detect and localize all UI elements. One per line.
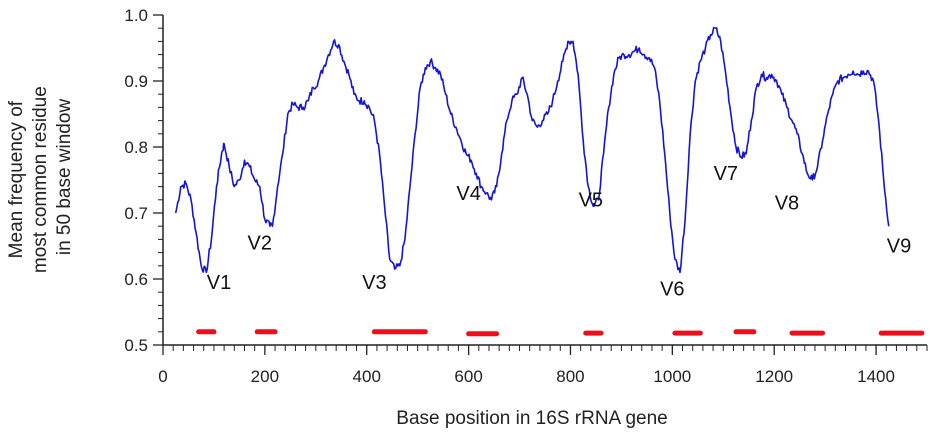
x-tick-label: 1200 xyxy=(755,367,793,386)
x-tick-label: 200 xyxy=(251,367,279,386)
x-tick-label: 600 xyxy=(454,367,482,386)
y-tick-label: 1.0 xyxy=(124,6,148,25)
x-tick-label: 400 xyxy=(353,367,381,386)
region-label: V9 xyxy=(887,236,911,258)
y-tick-label: 0.7 xyxy=(124,204,148,223)
region-label: V7 xyxy=(714,163,738,185)
y-axis-title-line-2: most common residue xyxy=(30,86,51,273)
x-tick-label: 0 xyxy=(158,367,167,386)
region-label: V2 xyxy=(248,232,272,254)
y-tick-label: 0.6 xyxy=(124,270,148,289)
region-label: V8 xyxy=(775,193,799,215)
x-tick-label: 1400 xyxy=(857,367,895,386)
x-tick-label: 1000 xyxy=(653,367,691,386)
region-label: V4 xyxy=(456,183,480,205)
region-label: V5 xyxy=(579,189,603,211)
y-tick-label: 0.8 xyxy=(124,138,148,157)
y-axis-title-line-3: in 50 base window xyxy=(54,99,75,256)
region-labels: V1 V2 V3 V4 V5 V6 V7 V8 V9 xyxy=(207,163,911,301)
y-axis-title: Mean frequency of most common residue in… xyxy=(6,81,75,273)
region-label: V1 xyxy=(207,272,231,294)
series-line xyxy=(174,26,890,274)
x-tick-label: 800 xyxy=(556,367,584,386)
region-label: V6 xyxy=(660,279,684,301)
x-axis-title: Base position in 16S rRNA gene xyxy=(396,408,667,429)
y-tick-label: 0.9 xyxy=(124,72,148,91)
axes: 0 200 400 600 800 1000 1200 1400 0.5 0.6 0.7 0.8 0.9… xyxy=(124,6,928,386)
y-axis-title-line-1: Mean frequency of xyxy=(6,100,27,258)
region-label: V3 xyxy=(362,272,386,294)
region-segments xyxy=(196,329,925,337)
y-tick-label: 0.5 xyxy=(124,336,148,355)
series-layer xyxy=(174,26,890,274)
